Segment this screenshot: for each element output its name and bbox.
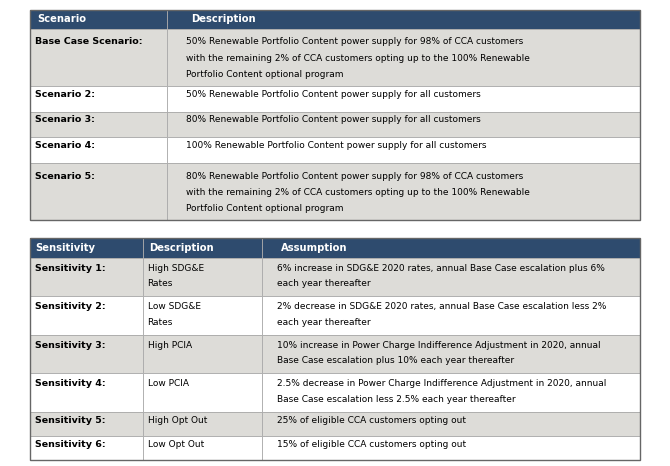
Text: Sensitivity 3:: Sensitivity 3:: [35, 341, 105, 350]
Bar: [168, 29, 640, 86]
Text: Rates: Rates: [147, 279, 173, 288]
Bar: [30, 258, 143, 296]
Bar: [30, 29, 168, 86]
Bar: [30, 373, 143, 412]
Bar: [30, 238, 640, 460]
Text: Scenario 5:: Scenario 5:: [36, 171, 95, 181]
Bar: [30, 238, 143, 258]
Bar: [168, 86, 640, 111]
Bar: [143, 412, 262, 436]
Bar: [262, 373, 640, 412]
Text: 15% of eligible CCA customers opting out: 15% of eligible CCA customers opting out: [277, 439, 466, 449]
Bar: [262, 412, 640, 436]
Text: Base Case Scenario:: Base Case Scenario:: [36, 37, 143, 47]
Text: Base Case escalation less 2.5% each year thereafter: Base Case escalation less 2.5% each year…: [277, 395, 515, 404]
Bar: [143, 335, 262, 373]
Text: Sensitivity 2:: Sensitivity 2:: [35, 302, 105, 311]
Text: Description: Description: [191, 14, 255, 24]
Bar: [262, 335, 640, 373]
Bar: [30, 10, 168, 29]
Text: Scenario 3:: Scenario 3:: [36, 116, 95, 124]
Text: Description: Description: [149, 243, 214, 253]
Text: with the remaining 2% of CCA customers opting up to the 100% Renewable: with the remaining 2% of CCA customers o…: [186, 188, 530, 197]
Text: Sensitivity 1:: Sensitivity 1:: [35, 264, 105, 273]
Bar: [143, 258, 262, 296]
Bar: [30, 10, 640, 220]
Bar: [168, 163, 640, 220]
Text: Base Case escalation plus 10% each year thereafter: Base Case escalation plus 10% each year …: [277, 356, 514, 365]
Text: Sensitivity 4:: Sensitivity 4:: [35, 379, 105, 388]
Text: each year thereafter: each year thereafter: [277, 279, 371, 288]
Text: High SDG&E: High SDG&E: [147, 264, 204, 273]
Text: 100% Renewable Portfolio Content power supply for all customers: 100% Renewable Portfolio Content power s…: [186, 141, 486, 150]
Bar: [143, 296, 262, 335]
Text: Scenario 2:: Scenario 2:: [36, 89, 96, 99]
Text: Portfolio Content optional program: Portfolio Content optional program: [186, 70, 344, 79]
Bar: [143, 373, 262, 412]
Bar: [143, 436, 262, 460]
Bar: [30, 86, 168, 111]
Text: 2% decrease in SDG&E 2020 rates, annual Base Case escalation less 2%: 2% decrease in SDG&E 2020 rates, annual …: [277, 302, 606, 311]
Text: Portfolio Content optional program: Portfolio Content optional program: [186, 204, 344, 213]
Text: Rates: Rates: [147, 318, 173, 327]
Text: 6% increase in SDG&E 2020 rates, annual Base Case escalation plus 6%: 6% increase in SDG&E 2020 rates, annual …: [277, 264, 605, 273]
Text: 25% of eligible CCA customers opting out: 25% of eligible CCA customers opting out: [277, 416, 466, 425]
Text: Low SDG&E: Low SDG&E: [147, 302, 200, 311]
Text: with the remaining 2% of CCA customers opting up to the 100% Renewable: with the remaining 2% of CCA customers o…: [186, 54, 530, 62]
Bar: [30, 111, 168, 137]
Text: 10% increase in Power Charge Indifference Adjustment in 2020, annual: 10% increase in Power Charge Indifferenc…: [277, 341, 600, 350]
Text: 80% Renewable Portfolio Content power supply for all customers: 80% Renewable Portfolio Content power su…: [186, 116, 481, 124]
Bar: [30, 296, 143, 335]
Text: 80% Renewable Portfolio Content power supply for 98% of CCA customers: 80% Renewable Portfolio Content power su…: [186, 171, 523, 181]
Text: Low Opt Out: Low Opt Out: [147, 439, 204, 449]
Bar: [168, 111, 640, 137]
Bar: [262, 296, 640, 335]
Text: Sensitivity: Sensitivity: [36, 243, 96, 253]
Text: 50% Renewable Portfolio Content power supply for 98% of CCA customers: 50% Renewable Portfolio Content power su…: [186, 37, 523, 47]
Text: High Opt Out: High Opt Out: [147, 416, 207, 425]
Bar: [30, 137, 168, 163]
Text: Low PCIA: Low PCIA: [147, 379, 189, 388]
Text: Sensitivity 6:: Sensitivity 6:: [35, 439, 105, 449]
Text: Assumption: Assumption: [281, 243, 347, 253]
Text: Scenario 4:: Scenario 4:: [36, 141, 96, 150]
Text: Sensitivity 5:: Sensitivity 5:: [35, 416, 105, 425]
Bar: [168, 10, 640, 29]
Text: 2.5% decrease in Power Charge Indifference Adjustment in 2020, annual: 2.5% decrease in Power Charge Indifferen…: [277, 379, 606, 388]
Text: each year thereafter: each year thereafter: [277, 318, 371, 327]
Text: 50% Renewable Portfolio Content power supply for all customers: 50% Renewable Portfolio Content power su…: [186, 89, 481, 99]
Text: High PCIA: High PCIA: [147, 341, 192, 350]
Bar: [143, 238, 262, 258]
Bar: [262, 238, 640, 258]
Text: Scenario: Scenario: [37, 14, 86, 24]
Bar: [30, 412, 143, 436]
Bar: [262, 436, 640, 460]
Bar: [30, 335, 143, 373]
Bar: [168, 137, 640, 163]
Bar: [30, 163, 168, 220]
Bar: [262, 258, 640, 296]
Bar: [30, 436, 143, 460]
